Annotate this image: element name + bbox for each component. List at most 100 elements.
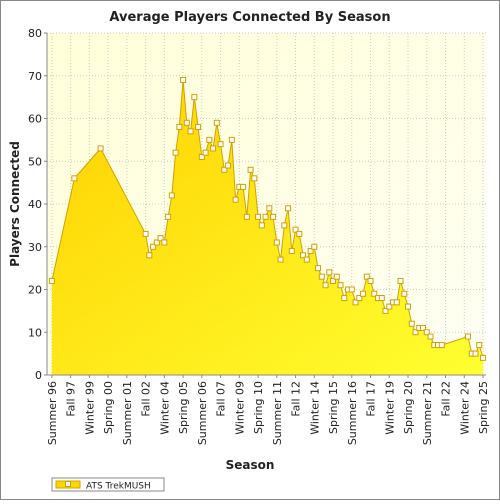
point [427,333,434,340]
point [202,149,209,156]
point [330,277,337,284]
point [97,145,104,152]
point [397,277,404,284]
point [465,333,472,340]
point [270,213,277,220]
point [292,226,299,233]
point [360,290,367,297]
point [408,320,415,327]
point [165,213,172,220]
point [367,277,374,284]
point [307,248,314,255]
point [48,277,55,284]
point [210,145,217,152]
point [438,342,445,349]
y-tick-label: 30 [28,241,42,254]
x-tick-label: Spring 10 [252,381,265,434]
x-tick-label: Summer 21 [421,381,434,445]
x-tick-label: Fall 02 [140,381,153,417]
point [277,256,284,263]
point [240,183,247,190]
x-tick-label: Winter 14 [308,381,321,435]
point [318,273,325,280]
point [382,307,389,314]
x-tick-label: Spring 15 [327,381,340,434]
point [195,124,202,131]
point [476,342,483,349]
point [266,205,273,212]
x-tick-label: Fall 07 [215,381,228,417]
point [386,303,393,310]
x-tick-label: Fall 12 [290,381,303,417]
legend-label: ATS TrekMUSH [86,482,151,492]
point [180,77,187,84]
point [146,252,153,259]
point [333,273,340,280]
point [157,235,164,242]
point [206,136,213,143]
point [303,256,310,263]
point [213,119,220,126]
point [300,252,307,259]
x-tick-label: Summer 16 [346,381,359,445]
point [352,299,359,306]
x-tick-label: Winter 09 [233,381,246,435]
point [217,141,224,148]
y-tick-label: 0 [35,369,42,382]
point [221,166,228,173]
point [191,94,198,101]
x-tick-label: Fall 22 [440,381,453,417]
point [168,192,175,199]
point [480,354,487,361]
point [363,273,370,280]
x-tick-label: Spring 25 [477,381,490,434]
x-tick-label: Fall 97 [65,381,78,417]
chart-title: Average Players Connected By Season [109,10,390,25]
x-tick-label: Winter 04 [158,381,171,435]
point [285,205,292,212]
point [273,239,280,246]
y-tick-label: 70 [28,70,42,83]
point [472,350,479,357]
point [315,265,322,272]
point [183,119,190,126]
area [51,80,484,375]
point [228,136,235,143]
point [322,282,329,289]
point [296,230,303,237]
y-tick-label: 20 [28,284,42,297]
x-tick-label: Summer 11 [271,381,284,445]
legend: ATS TrekMUSH [51,477,165,492]
x-tick-label: Summer 01 [121,381,134,445]
point [153,239,160,246]
x-tick-label: Spring 00 [102,381,115,434]
point [393,299,400,306]
point [255,213,262,220]
point [348,286,355,293]
x-tick-label: Summer 96 [46,381,59,445]
point [176,124,183,131]
x-tick-label: Winter 19 [383,381,396,435]
point [258,222,265,229]
point [341,295,348,302]
point [337,282,344,289]
x-tick-label: Spring 20 [402,381,415,434]
y-tick-label: 50 [28,155,42,168]
y-axis-title: Players Connected [8,141,22,267]
point [371,290,378,297]
point [378,295,385,302]
point [251,175,258,182]
point [150,243,157,250]
x-tick-label: Fall 17 [365,381,378,417]
point [281,222,288,229]
point [356,295,363,302]
point [198,153,205,160]
x-tick-label: Winter 99 [83,381,96,435]
point [232,196,239,203]
point [420,324,427,331]
point [247,166,254,173]
point [262,213,269,220]
point [172,149,179,156]
